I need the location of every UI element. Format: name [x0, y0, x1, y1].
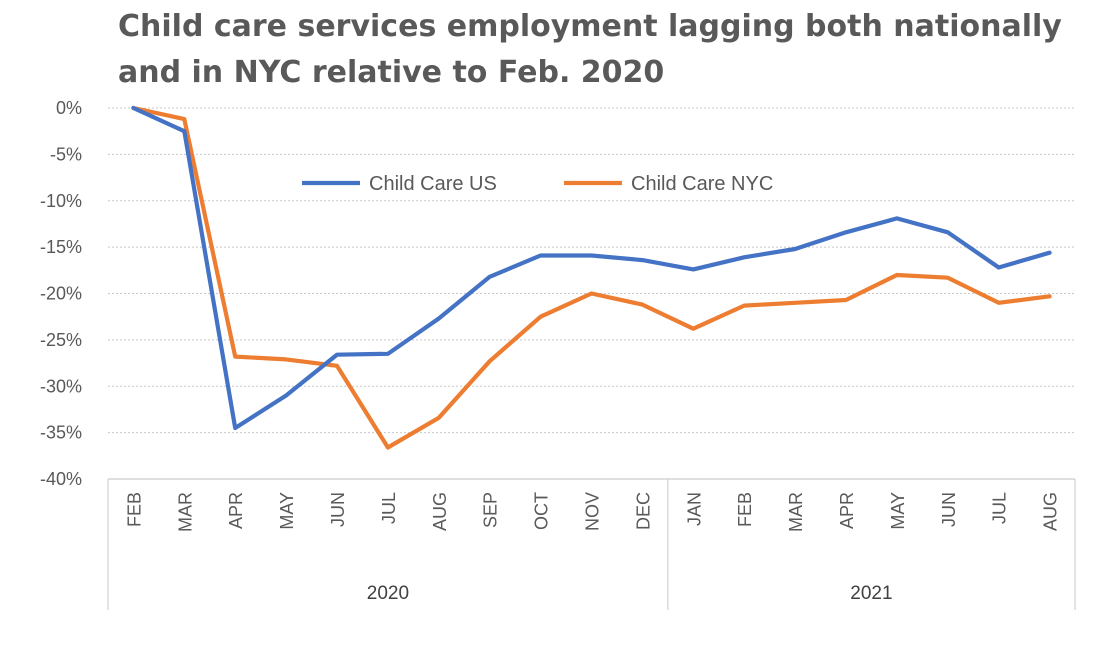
y-tick-label: -5% [50, 144, 82, 164]
x-tick-label: NOV [583, 492, 603, 531]
x-tick-label: JUL [379, 492, 399, 524]
x-tick-label: SEP [481, 492, 501, 528]
chart-title: Child care services employment lagging b… [118, 4, 1078, 96]
x-tick-label: JUL [990, 492, 1010, 524]
x-tick-label: MAR [786, 492, 806, 532]
gridlines [108, 107, 1075, 480]
legend-label: Child Care NYC [631, 173, 773, 195]
series-line [131, 105, 1052, 450]
x-tick-label: FEB [735, 492, 755, 527]
y-tick-label: 0% [56, 98, 82, 118]
x-tick-label: AUG [430, 492, 450, 531]
x-tick-label: MAY [277, 492, 297, 530]
y-tick-label: -20% [40, 284, 82, 304]
year-group-label: 2020 [367, 583, 409, 604]
x-axis: FEB MAR APR MAY JUN JUL AUG SEP OCT NOV DEC JAN FEB M… [107, 479, 1076, 610]
y-tick-label: -25% [40, 330, 82, 350]
chart-title-line-1: Child care services employment lagging b… [118, 9, 1062, 44]
series-lines [131, 105, 1052, 450]
x-tick-label: JUN [939, 492, 959, 527]
y-tick-label: -40% [40, 469, 82, 489]
series-line [131, 105, 1052, 431]
y-tick-label: -15% [40, 237, 82, 257]
x-tick-label: OCT [532, 492, 552, 530]
chart-title-line-2: and in NYC relative to Feb. 2020 [118, 55, 665, 90]
y-tick-label: -30% [40, 376, 82, 396]
x-tick-label: DEC [633, 492, 653, 530]
x-tick-label: JUN [328, 492, 348, 527]
legend: Child Care US Child Care NYC [302, 173, 773, 195]
legend-label: Child Care US [369, 173, 497, 195]
y-axis-ticks: 0% -5% -10% -15% -20% -25% -30% -35% -40% [40, 98, 82, 489]
x-tick-label: MAR [175, 492, 195, 532]
x-tick-label: JAN [684, 492, 704, 526]
y-tick-label: -10% [40, 191, 82, 211]
year-group-label: 2021 [850, 583, 892, 604]
x-tick-label: FEB [124, 492, 144, 527]
x-tick-label: APR [837, 492, 857, 529]
y-tick-label: -35% [40, 423, 82, 443]
x-tick-label: APR [226, 492, 246, 529]
x-tick-label: AUG [1041, 492, 1061, 531]
x-tick-label: MAY [888, 492, 908, 530]
